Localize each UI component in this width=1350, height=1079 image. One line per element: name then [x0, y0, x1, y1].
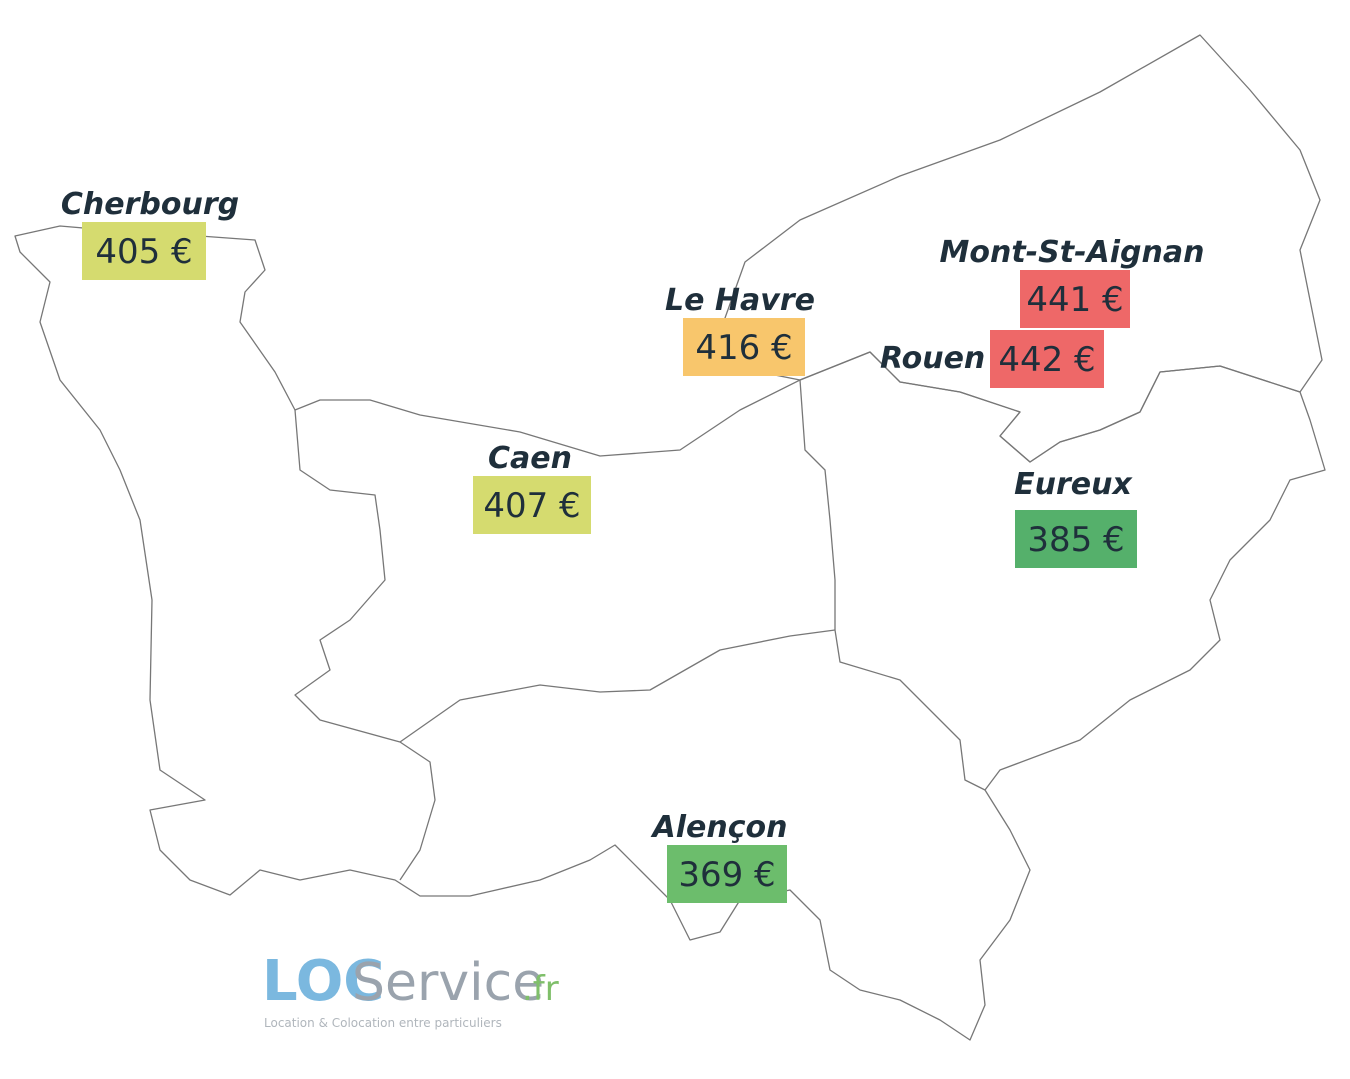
price-box	[683, 318, 805, 376]
price-label: 407 €	[483, 486, 580, 526]
price-box	[667, 845, 787, 903]
logo: LOC Service .fr Location & Colocation en…	[262, 949, 559, 1030]
price-box	[82, 222, 206, 280]
city-name: Eureux	[1014, 467, 1133, 502]
calvados-orne	[399, 629, 836, 743]
price-label: 442 €	[998, 340, 1095, 380]
logo-tld: .fr	[522, 969, 559, 1009]
logo-tagline: Location & Colocation entre particuliers	[264, 1016, 502, 1030]
price-box	[473, 476, 591, 534]
lower-normandy-outline	[14, 225, 1326, 1041]
city-name: Le Havre	[665, 283, 815, 318]
price-label: 416 €	[695, 328, 792, 368]
city-name: Cherbourg	[61, 187, 239, 222]
city-labels: Cherbourg 405 € Le Havre 416 € Mont-St-Aigna…	[61, 187, 1205, 903]
eure-orne	[834, 629, 986, 791]
city-name: Alençon	[651, 810, 788, 845]
city-name: Caen	[488, 441, 572, 476]
price-label: 385 €	[1027, 520, 1124, 560]
logo-loc: LOC	[262, 949, 384, 1014]
price-box	[990, 330, 1104, 388]
city-name: Rouen	[880, 341, 985, 376]
price-label: 441 €	[1026, 280, 1123, 320]
city-name: Mont-St-Aignan	[940, 235, 1205, 270]
region-borders	[14, 34, 1326, 1041]
price-label: 405 €	[95, 232, 192, 272]
price-label: 369 €	[678, 855, 775, 895]
price-box	[1020, 270, 1130, 328]
logo-service: Service	[352, 953, 544, 1013]
calvados-eure	[799, 379, 836, 630]
manche-calvados	[294, 409, 436, 881]
price-box	[1015, 510, 1137, 568]
